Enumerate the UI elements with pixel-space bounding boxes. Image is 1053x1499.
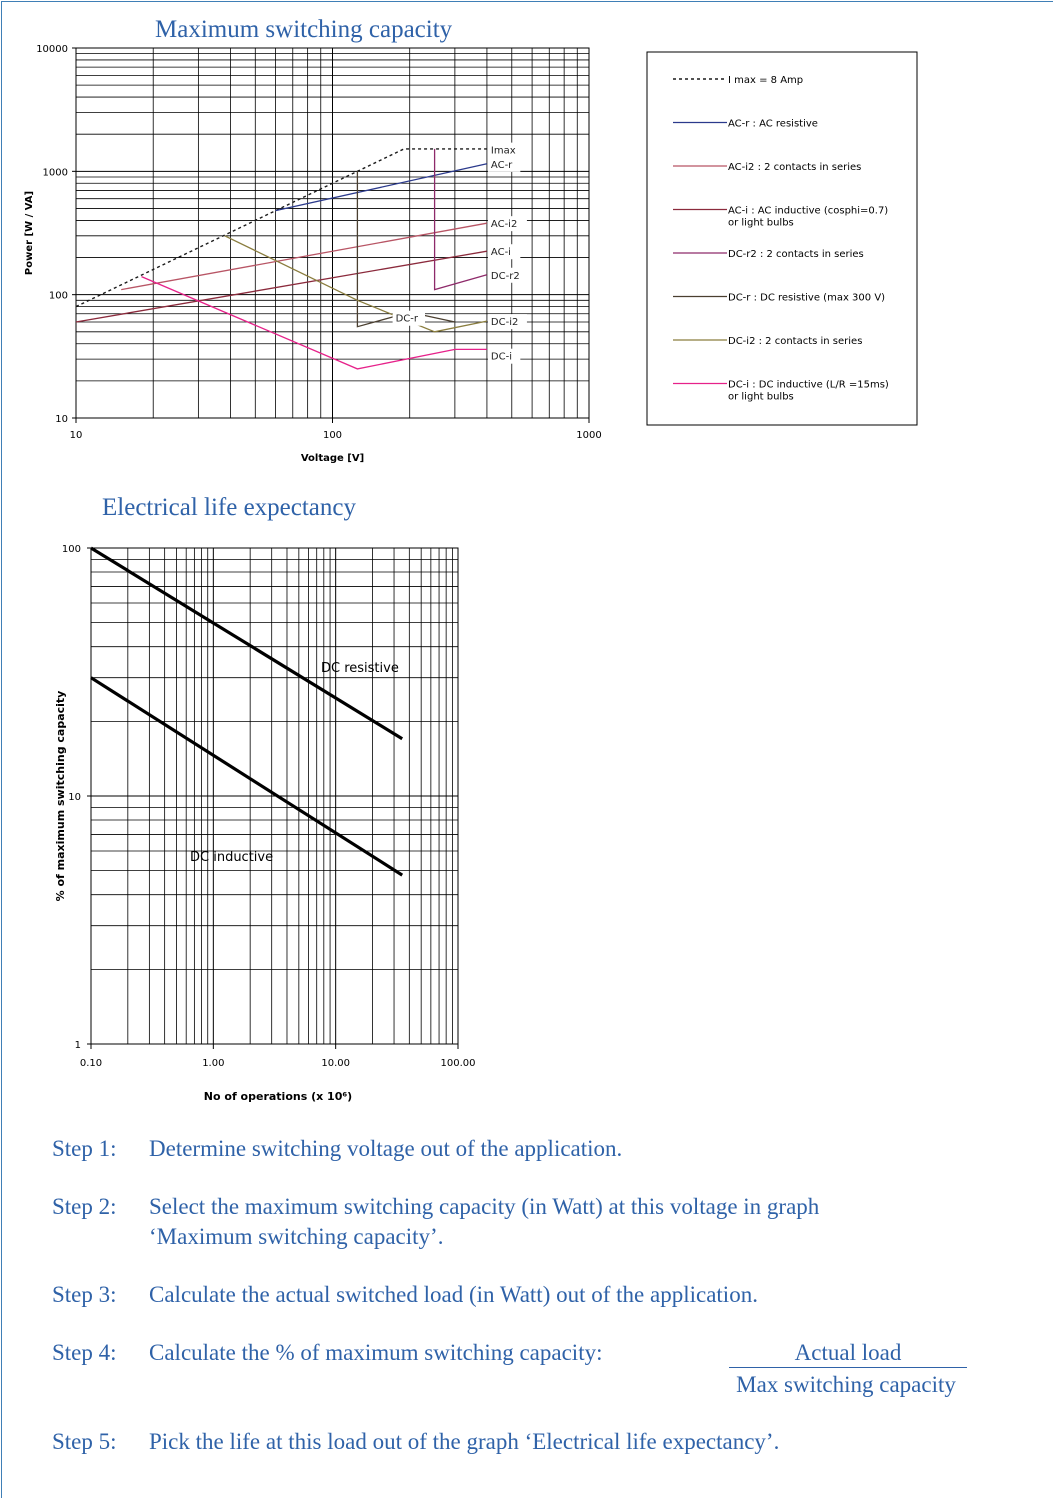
chart2-title: Electrical life expectancy: [102, 494, 357, 521]
chart1-title: Maximum switching capacity: [155, 16, 453, 43]
x-tick-label: 100: [323, 430, 342, 441]
step-1-number: Step 1:: [52, 1136, 117, 1161]
step-5-number: Step 5:: [52, 1429, 117, 1454]
step-2-text: Select the maximum switching capacity (i…: [149, 1194, 820, 1219]
series-line: [75, 250, 488, 323]
fraction-denominator: Max switching capacity: [736, 1372, 956, 1397]
curve-label: Imax: [491, 146, 516, 157]
x-tick-label: 10.00: [321, 1058, 350, 1069]
curve-label: AC-i2: [491, 219, 517, 230]
curve-label: DC-r: [396, 314, 419, 325]
series-line: [433, 148, 488, 291]
x-tick-label: 1.00: [202, 1058, 224, 1069]
curve-label: DC-i2: [491, 317, 518, 328]
curve-label: AC-r: [491, 160, 513, 171]
y-tick-label: 1000: [43, 167, 68, 178]
legend-label: AC-i : AC inductive (cosphi=0.7): [728, 206, 888, 217]
y-tick-label: 100: [49, 291, 68, 302]
chart2-electrical-life-expectancy: 0.10 1.00 10.00 100.00 1 10 100 No of operation…: [54, 544, 476, 1103]
series-line: [141, 276, 487, 370]
curve-label: DC-r2: [491, 271, 520, 282]
legend-label: DC-r2 : 2 contacts in series: [728, 249, 864, 260]
step-1-text: Determine switching voltage out of the a…: [149, 1136, 623, 1161]
x-axis-label: No of operations (x 10⁶): [204, 1090, 352, 1103]
curve-label-bg: [487, 156, 521, 172]
series-line: [90, 546, 404, 741]
x-tick-label: 10: [70, 430, 83, 441]
legend-label: AC-i2 : 2 contacts in series: [728, 162, 861, 173]
y-tick-label: 1: [75, 1040, 81, 1051]
step-2-text-line2: ‘Maximum switching capacity’.: [149, 1224, 444, 1249]
legend-label: DC-i2 : 2 contacts in series: [728, 336, 862, 347]
series-line: [224, 235, 488, 333]
y-tick-label: 10000: [36, 44, 68, 55]
step-2-number: Step 2:: [52, 1194, 117, 1219]
series-line: [356, 171, 456, 328]
curve-label-dc-resistive: DC resistive: [321, 661, 399, 676]
curve-label-dc-inductive: DC inductive: [190, 850, 273, 865]
legend-label: I max = 8 Amp: [728, 75, 803, 86]
step-4-fraction: Actual load Max switching capacity: [725, 1340, 967, 1398]
curve-label-bg: [487, 244, 521, 260]
legend-box: [646, 51, 918, 426]
step-3-number: Step 3:: [52, 1282, 117, 1307]
y-tick-label: 100: [62, 544, 81, 555]
curve-label: DC-i: [491, 352, 512, 363]
x-axis-label: Voltage [V]: [301, 453, 364, 464]
series-line: [90, 676, 404, 877]
curve-label-bg: [487, 216, 527, 232]
x-tick-label: 1000: [576, 430, 601, 441]
curve-label-bg: [487, 267, 527, 283]
legend-label-line2: or light bulbs: [728, 392, 794, 403]
series-line: [121, 222, 488, 291]
y-axis-label: % of maximum switching capacity: [54, 691, 67, 902]
legend-label: DC-i : DC inductive (L/R =15ms): [728, 380, 889, 391]
step-4-text: Calculate the % of maximum switching cap…: [149, 1340, 603, 1365]
series-line: [275, 163, 488, 212]
x-tick-label: 0.10: [80, 1058, 102, 1069]
curve-label-bg: [487, 142, 521, 158]
legend-label-line2: or light bulbs: [728, 218, 794, 229]
x-tick-label: 100.00: [441, 1058, 476, 1069]
chart1-max-switching-capacity: 10 100 1000 10 100 1000 10000 Voltage [V] Power …: [24, 44, 918, 464]
step-4-number: Step 4:: [52, 1340, 117, 1365]
legend-label: AC-r : AC resistive: [728, 119, 818, 130]
curve-label-bg: [392, 310, 426, 326]
y-tick-label: 10: [55, 414, 68, 425]
y-axis-label: Power [W / VA]: [24, 191, 35, 275]
legend-label: DC-r : DC resistive (max 300 V): [728, 293, 885, 304]
curve-label: AC-i: [491, 247, 511, 258]
step-5-text: Pick the life at this load out of the gr…: [149, 1429, 780, 1454]
curve-label-bg: [487, 348, 521, 364]
curve-label-bg: [487, 314, 527, 330]
step-3-text: Calculate the actual switched load (in W…: [149, 1282, 758, 1307]
y-tick-label: 10: [68, 792, 81, 803]
series-line: [75, 148, 487, 308]
fraction-numerator: Actual load: [729, 1340, 967, 1368]
